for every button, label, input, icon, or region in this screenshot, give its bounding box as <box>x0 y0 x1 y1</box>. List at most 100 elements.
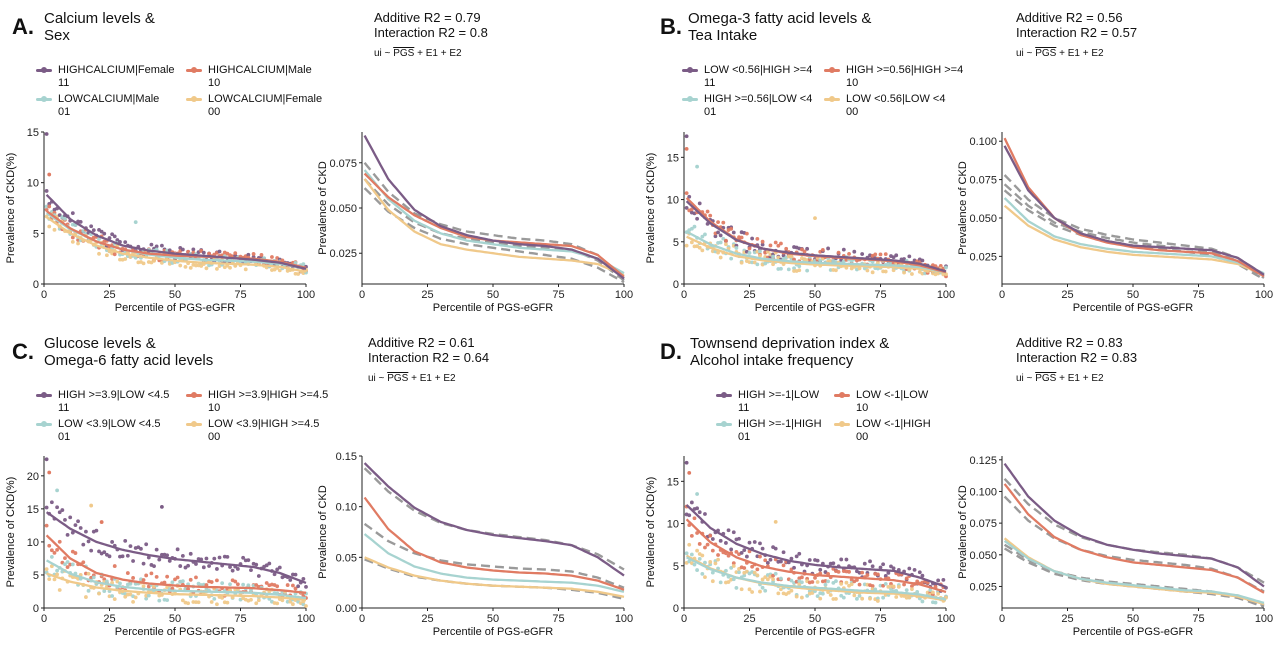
data-point <box>718 255 723 260</box>
data-point <box>776 243 781 248</box>
data-point <box>868 596 872 601</box>
data-point <box>779 576 783 581</box>
data-point <box>789 578 794 583</box>
panel-title: Calcium levels & Sex <box>44 10 155 44</box>
x-tick-label: 50 <box>1127 289 1139 301</box>
panel-letter: B. <box>660 14 682 39</box>
data-point <box>57 539 62 544</box>
y-tick-label: 5 <box>673 237 679 249</box>
data-point <box>797 268 802 273</box>
legend-code: 01 <box>704 106 717 118</box>
data-point <box>180 553 185 558</box>
data-point <box>63 517 67 522</box>
data-point <box>944 265 948 270</box>
x-tick-label: 100 <box>937 289 955 301</box>
scatter-plot-d: 0 25 50 75 100 0 5 10 15 Percentile of PGS-eGFR Pr… <box>645 456 955 638</box>
data-point <box>708 560 713 564</box>
data-point <box>215 578 219 583</box>
data-point <box>152 564 156 569</box>
data-point <box>89 548 94 553</box>
y-tick-label: 5 <box>673 561 679 573</box>
data-point <box>144 573 149 578</box>
data-point <box>212 556 217 561</box>
data-point <box>891 566 896 571</box>
data-point <box>763 558 768 563</box>
data-point <box>91 575 96 580</box>
data-point <box>891 268 896 273</box>
data-point <box>847 251 851 256</box>
data-point <box>209 600 214 604</box>
data-point <box>235 567 240 571</box>
y-tick-label: 10 <box>667 519 679 531</box>
legend-label: HIGHCALCIUM|Female <box>58 64 175 76</box>
legend-swatch <box>834 392 850 398</box>
data-point <box>689 226 694 231</box>
data-point <box>737 570 741 575</box>
data-point <box>167 248 172 253</box>
data-point <box>862 561 867 566</box>
data-point <box>60 508 65 512</box>
data-point <box>128 581 133 586</box>
data-point <box>149 571 154 576</box>
formula-prefix: ui ~ <box>1016 48 1036 59</box>
data-point <box>915 590 920 594</box>
fit-plot-a: 0 25 50 75 100 0.025 0.050 0.075 Percentile of P… <box>317 132 633 314</box>
fit-plot-c: 0 25 50 75 100 0.00 0.05 0.10 0.15 Percentile of … <box>317 451 633 638</box>
data-point <box>144 596 149 601</box>
data-point <box>131 576 135 580</box>
data-point <box>834 268 838 273</box>
x-axis-title: Percentile of PGS-eGFR <box>755 626 875 638</box>
data-point <box>894 253 899 258</box>
data-point <box>118 239 122 244</box>
data-point <box>84 529 88 534</box>
data-point <box>737 536 741 541</box>
x-tick-label: 75 <box>874 613 886 625</box>
panel-letter: C. <box>12 339 34 364</box>
outlier-point <box>813 216 817 221</box>
x-tick-label: 0 <box>41 289 47 301</box>
additive-fit-line <box>1003 495 1265 593</box>
data-point <box>815 594 820 599</box>
outlier-point <box>160 504 164 509</box>
data-point <box>865 268 870 273</box>
x-tick-label: 25 <box>1061 289 1073 301</box>
data-point <box>65 532 70 537</box>
data-point <box>773 240 778 245</box>
y-tick-label: 10 <box>667 195 679 207</box>
formula-pgs: PGS <box>1035 373 1057 384</box>
data-point <box>710 579 715 584</box>
data-point <box>889 564 893 569</box>
data-point <box>178 263 183 268</box>
data-point <box>739 260 744 265</box>
data-point <box>186 601 191 606</box>
data-point <box>933 600 938 605</box>
data-point <box>789 556 794 561</box>
data-point <box>241 555 246 560</box>
data-point <box>291 602 295 607</box>
x-tick-label: 0 <box>999 289 1005 301</box>
data-point <box>207 564 211 568</box>
interaction-r2: Interaction R2 = 0.64 <box>368 350 490 365</box>
additive-fit-line <box>1003 183 1265 279</box>
data-point <box>291 583 295 588</box>
y-tick-label: 15 <box>27 504 39 516</box>
data-point <box>217 555 222 560</box>
outlier-point <box>47 172 52 177</box>
data-point <box>81 560 86 565</box>
legend-label: HIGH >=-1|LOW <box>738 389 820 401</box>
data-point <box>94 528 99 533</box>
legend-label: LOW <3.9|HIGH >=4.5 <box>208 418 320 430</box>
data-point <box>758 589 762 594</box>
data-point <box>44 567 49 572</box>
legend-label: LOW <0.56|HIGH >=4 <box>704 64 813 76</box>
y-tick-label: 0.10 <box>336 502 357 514</box>
panel-title: Glucose levels & Omega-6 fatty acid leve… <box>44 335 213 369</box>
legend-code: 11 <box>738 402 750 414</box>
data-point <box>941 577 946 582</box>
data-point <box>207 251 211 256</box>
title-line-2: Sex <box>44 27 70 44</box>
additive-fit-line <box>363 187 625 284</box>
data-point <box>878 252 883 257</box>
data-point <box>747 246 752 251</box>
data-point <box>883 581 888 586</box>
